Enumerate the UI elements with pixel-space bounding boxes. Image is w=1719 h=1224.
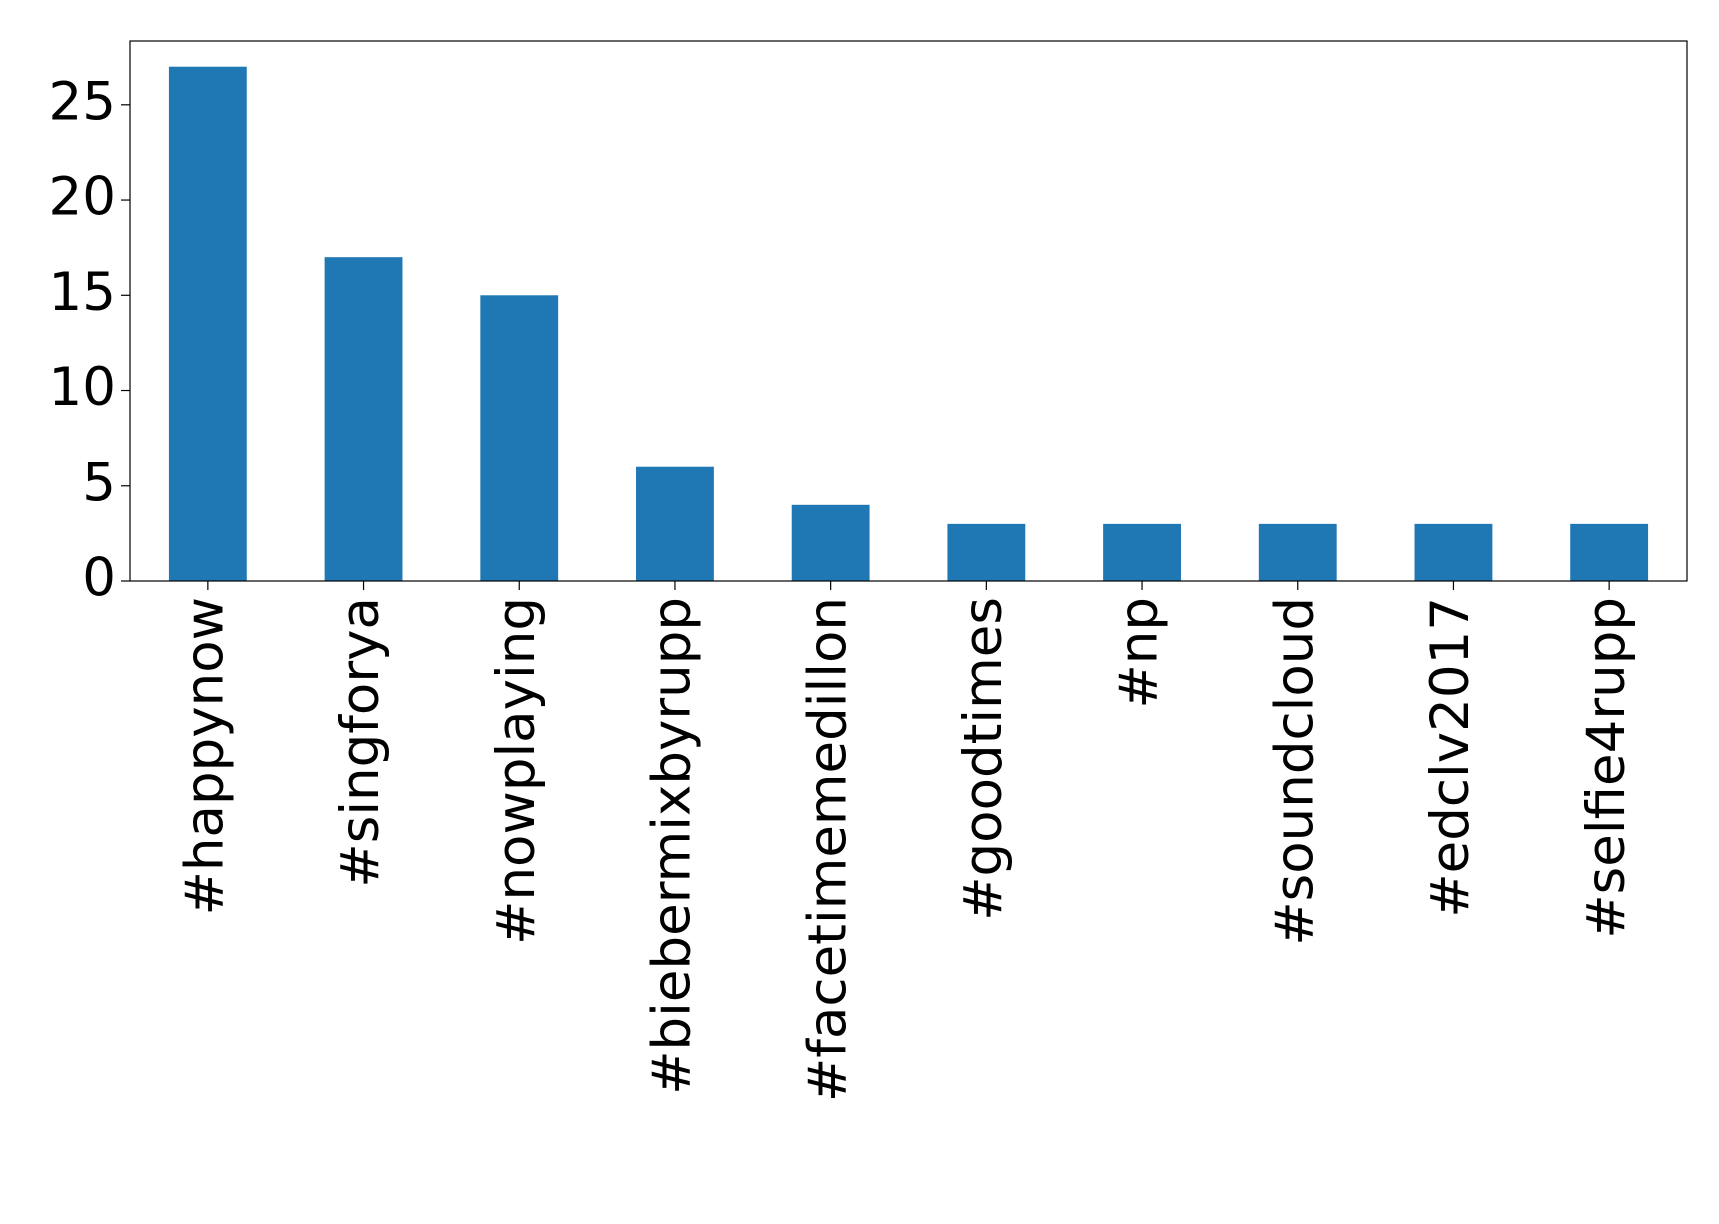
x-tick-label: #edclv2017 — [1420, 597, 1481, 918]
y-tick-label: 5 — [82, 452, 116, 513]
bar — [480, 295, 559, 581]
x-tick-label: #happynow — [174, 597, 235, 916]
plot-frame — [129, 40, 1688, 582]
bar — [791, 504, 870, 581]
x-tick-label: #selfie4rupp — [1576, 597, 1637, 939]
bar — [168, 66, 247, 581]
bar — [1258, 523, 1337, 581]
bar — [636, 466, 714, 581]
x-tick-label: #facetimemedillon — [797, 597, 858, 1102]
x-tick-label: #soundcloud — [1264, 597, 1325, 946]
y-tick-label: 20 — [49, 167, 116, 228]
bar — [947, 523, 1026, 581]
y-tick-label: 15 — [49, 262, 116, 323]
x-tick-label: #goodtimes — [953, 597, 1014, 921]
bar — [1570, 523, 1649, 581]
bar — [324, 257, 403, 581]
y-tick-label: 10 — [49, 357, 116, 418]
y-tick-label: 0 — [82, 548, 116, 609]
bar — [1103, 523, 1181, 581]
x-tick-label: #nowplaying — [486, 597, 547, 945]
bar — [1414, 523, 1493, 581]
x-tick-label: #biebermixbyrupp — [642, 597, 703, 1095]
x-tick-label: #np — [1109, 597, 1170, 709]
y-tick-label: 25 — [49, 71, 116, 132]
x-tick-label: #singforya — [330, 597, 391, 888]
